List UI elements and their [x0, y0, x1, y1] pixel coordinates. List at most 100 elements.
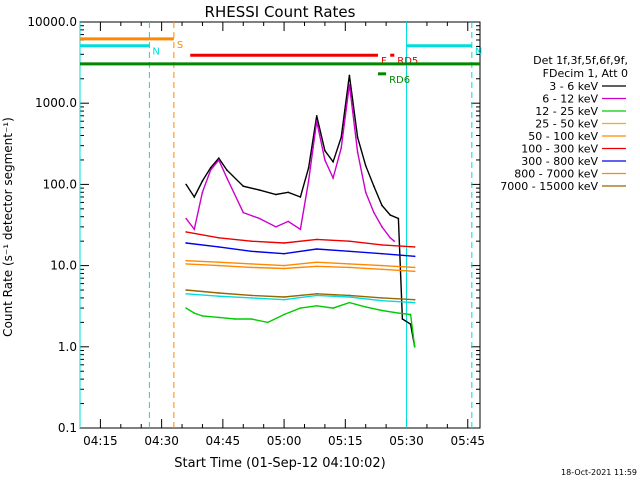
data-point [283, 298, 285, 301]
data-point [348, 250, 351, 253]
data-point [373, 211, 375, 214]
data-point [258, 189, 261, 191]
data-point [287, 191, 289, 194]
data-point [315, 265, 318, 268]
data-point [250, 266, 253, 269]
data-point [209, 167, 212, 169]
data-point [299, 307, 302, 309]
data-point [217, 316, 220, 319]
data-point [250, 294, 253, 297]
data-point [348, 301, 351, 304]
data-point [389, 214, 392, 216]
data-point [332, 307, 334, 309]
data-point [315, 294, 318, 297]
data-point [381, 297, 383, 299]
data-point [283, 267, 285, 270]
data-point [413, 246, 416, 248]
y-tick-label: 1000.0 [35, 96, 77, 110]
data-point [307, 180, 310, 182]
data-point [275, 226, 277, 228]
data-point [299, 196, 302, 198]
data-point [193, 228, 196, 231]
data-point [185, 263, 187, 265]
legend-entry-label: 300 - 800 keV [521, 155, 598, 168]
series-line-0 [185, 75, 416, 347]
legend-entry-label: 25 - 50 keV [535, 118, 598, 131]
data-point [413, 298, 416, 301]
x-axis-label: Start Time (01-Sep-12 04:10:02) [174, 456, 385, 471]
data-point [234, 318, 236, 320]
data-point [356, 136, 359, 139]
data-point [393, 240, 396, 242]
data-point [340, 147, 343, 149]
flag-label: S [177, 40, 183, 51]
legend-header: FDecim 1, Att 0 [543, 67, 628, 80]
data-point [332, 177, 334, 179]
data-point [381, 244, 383, 246]
series-line-6 [186, 242, 415, 257]
data-point [315, 114, 318, 117]
flag-label: RD5 [397, 56, 418, 67]
data-point [307, 167, 310, 169]
data-point [413, 255, 416, 258]
data-point [397, 217, 400, 220]
data-point [315, 304, 318, 307]
x-tick-label: 05:30 [389, 434, 424, 448]
y-tick-label: 100.0 [43, 177, 77, 191]
data-point [413, 346, 416, 348]
data-point [217, 246, 220, 248]
data-point [348, 83, 351, 86]
legend-entry-label: 800 - 7000 keV [514, 168, 598, 181]
data-point [217, 292, 220, 294]
data-point [217, 295, 220, 297]
legend-entry-label: 100 - 300 keV [521, 143, 598, 156]
data-point [348, 263, 351, 265]
series-line-8 [186, 289, 415, 301]
y-axis-label: Count Rate (s⁻¹ detector segment⁻¹) [1, 117, 15, 337]
y-tick-label: 0.1 [58, 421, 77, 435]
data-point [315, 120, 318, 123]
legend-entry-label: 7000 - 15000 keV [500, 180, 598, 193]
series-line-4 [186, 263, 415, 272]
data-point [185, 183, 187, 186]
data-point [315, 261, 318, 264]
data-point [348, 266, 351, 269]
series-line-7 [186, 260, 415, 269]
x-tick-label: 04:15 [83, 434, 118, 448]
data-point [381, 204, 383, 207]
data-point [185, 242, 187, 244]
data-point [397, 312, 400, 314]
data-point [217, 157, 220, 160]
data-point [364, 306, 367, 308]
data-point [193, 312, 196, 314]
data-point [283, 242, 285, 244]
data-point [217, 159, 220, 161]
x-tick-label: 05:00 [267, 434, 302, 448]
data-point [250, 240, 253, 242]
data-point [266, 321, 269, 324]
x-tick-label: 05:15 [328, 434, 363, 448]
legend-entry-label: 50 - 100 keV [528, 130, 598, 143]
data-point [201, 315, 204, 317]
data-point [373, 185, 375, 188]
legend: Det 1f,3f,5f,6f,9f,FDecim 1, Att 03 - 6 … [500, 54, 628, 193]
series-line-9 [186, 293, 415, 304]
flag-label: RD6 [389, 75, 410, 86]
data-point [185, 217, 187, 220]
flag-label: N [152, 47, 159, 58]
data-point [283, 264, 285, 267]
x-tick-label: 04:45 [206, 434, 241, 448]
data-point [283, 296, 285, 298]
data-point [348, 240, 351, 242]
data-point [364, 164, 367, 167]
legend-entry-label: 6 - 12 keV [542, 93, 598, 106]
data-point [401, 318, 404, 320]
flag-label: F [381, 56, 387, 67]
data-point [250, 297, 253, 299]
data-point [381, 268, 383, 271]
data-point [185, 259, 187, 262]
data-point [201, 180, 204, 182]
y-tick-label: 1.0 [58, 340, 77, 354]
chart-title: RHESSI Count Rates [205, 3, 356, 21]
data-point [348, 74, 351, 77]
